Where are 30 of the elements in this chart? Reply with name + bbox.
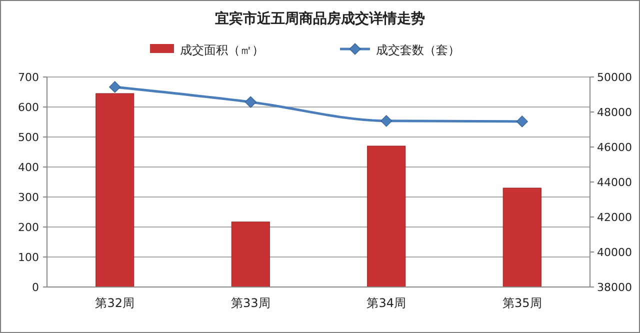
legend-label: 成交套数（套） [376,43,460,57]
y2-tick-label: 42000 [597,211,632,224]
y2-tick-label: 40000 [597,246,632,259]
point [380,115,392,127]
y2-tick-label: 48000 [597,106,632,119]
y-tick-label: 400 [18,161,39,174]
point [109,81,121,93]
point [516,116,528,128]
bar [96,93,134,288]
point [244,96,256,108]
y-tick-label: 100 [18,251,39,264]
y2-tick-label: 44000 [597,176,632,189]
y-tick-label: 300 [18,191,39,204]
y-tick-label: 600 [18,101,39,114]
y-tick-label: 500 [18,131,39,144]
x-tick-label: 第32周 [95,296,135,310]
y-tick-label: 200 [18,221,39,234]
chart-title: 宜宾市近五周商品房成交详情走势 [215,10,425,27]
y-tick-label: 0 [32,281,39,294]
y-tick-label: 700 [18,71,39,84]
legend-label: 成交面积（㎡） [180,43,264,57]
y2-tick-label: 38000 [597,281,632,294]
bar [367,146,406,288]
y2-tick-label: 46000 [597,141,632,154]
x-tick-label: 第33周 [230,296,270,310]
y2-tick-label: 50000 [597,71,632,84]
bar [502,188,542,288]
x-tick-label: 第35周 [502,296,542,310]
bar [231,222,270,288]
x-tick-label: 第34周 [366,296,406,310]
